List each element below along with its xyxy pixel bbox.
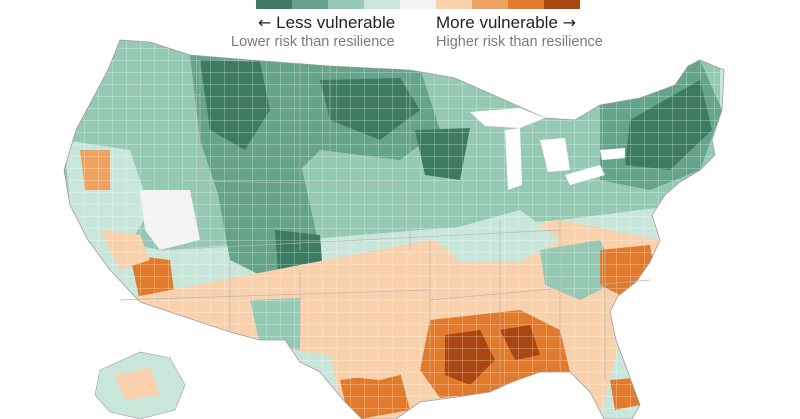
less-vulnerable-label: ← Less vulnerable bbox=[258, 13, 395, 33]
left-arrow-icon: ← bbox=[258, 13, 272, 32]
legend: ← Less vulnerable Lower risk than resili… bbox=[0, 0, 800, 56]
great-lakes bbox=[470, 108, 625, 190]
scale-swatch-5 bbox=[400, 0, 436, 9]
scale-swatch-7 bbox=[472, 0, 508, 9]
alaska bbox=[94, 351, 186, 419]
scale-swatch-2 bbox=[292, 0, 328, 9]
right-arrow-icon: → bbox=[562, 13, 577, 32]
us-outline bbox=[63, 39, 725, 419]
scale-swatch-8 bbox=[508, 0, 544, 9]
scale-swatch-9 bbox=[544, 0, 580, 9]
more-vulnerable-subtitle: Higher risk than resilience bbox=[436, 34, 603, 50]
state-borders bbox=[119, 60, 651, 390]
color-scale bbox=[256, 0, 580, 9]
scale-swatch-4 bbox=[364, 0, 400, 9]
more-vulnerable-label: More vulnerable → bbox=[436, 13, 576, 33]
scale-swatch-6 bbox=[436, 0, 472, 9]
less-vulnerable-text: Less vulnerable bbox=[276, 13, 396, 32]
less-vulnerable-subtitle: Lower risk than resilience bbox=[231, 34, 395, 50]
more-vulnerable-text: More vulnerable bbox=[436, 13, 558, 32]
scale-swatch-3 bbox=[328, 0, 364, 9]
scale-swatch-1 bbox=[256, 0, 292, 9]
